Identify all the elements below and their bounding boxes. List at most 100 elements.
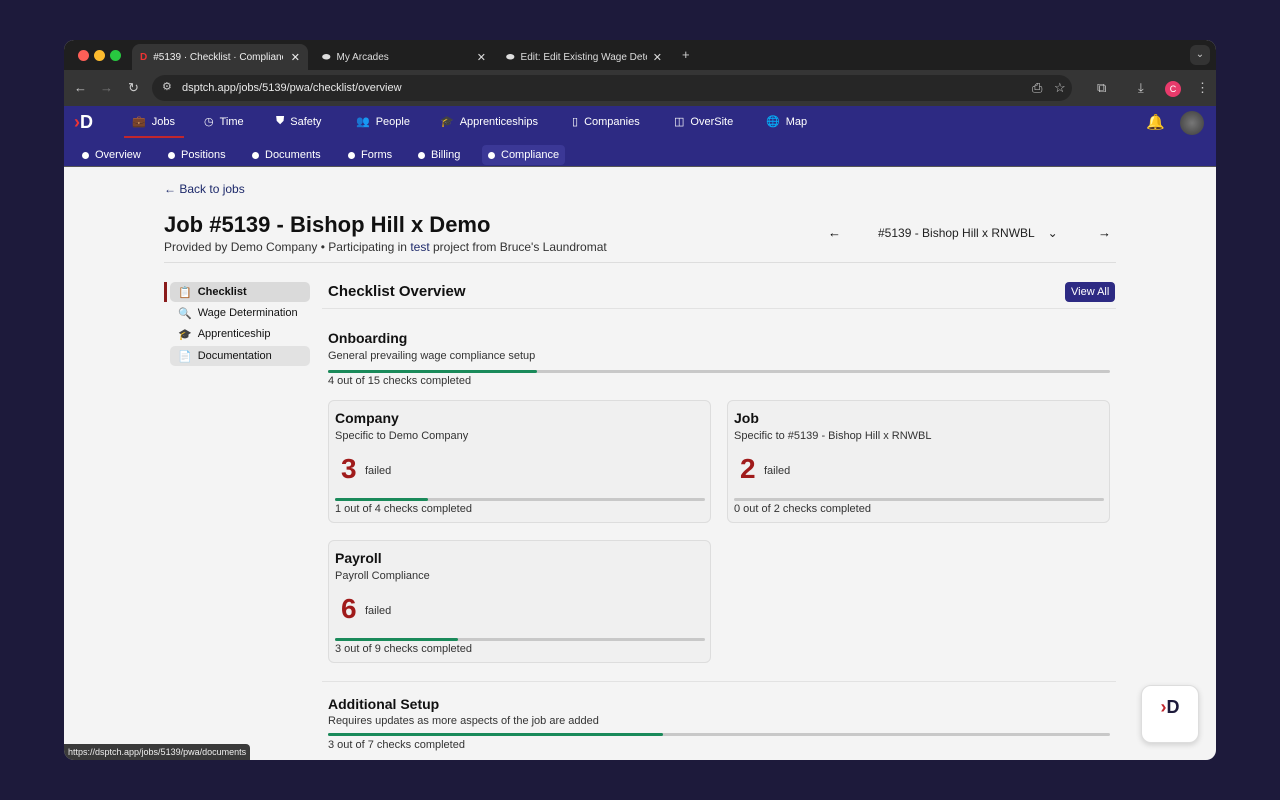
graduation-cap-icon: 🎓 xyxy=(440,116,454,128)
checklist-card-payroll[interactable]: Payroll Payroll Compliance 6 failed 3 out … xyxy=(328,540,711,663)
divider xyxy=(164,262,1116,263)
nav-safety[interactable]: ⛊ Safety xyxy=(276,115,322,128)
site-settings-icon[interactable]: ⚙ xyxy=(162,81,172,93)
failed-count: 6 xyxy=(341,593,357,624)
bookmark-star-icon[interactable]: ☆ xyxy=(1054,80,1066,95)
view-all-button[interactable]: View All xyxy=(1065,282,1116,302)
graduation-cap-icon: 🎓 xyxy=(178,328,192,341)
dsptch-logo-icon: ›D xyxy=(1160,697,1180,717)
tab-favicon-icon: ⬬ xyxy=(322,51,331,63)
progress-fill xyxy=(335,498,428,501)
progress-bar xyxy=(335,498,705,501)
close-window-button[interactable] xyxy=(78,50,89,61)
subnav-documents[interactable]: Documents xyxy=(246,145,327,165)
job-selector[interactable]: #5139 - Bishop Hill x RNWBL ⌄ xyxy=(878,226,1058,240)
bell-icon[interactable]: 🔔 xyxy=(1146,114,1165,131)
checklist-card-company[interactable]: Company Specific to Demo Company 3 failed … xyxy=(328,400,711,523)
browser-menu-icon[interactable]: ⋮ xyxy=(1196,80,1209,95)
page-subtitle: Provided by Demo Company • Participating… xyxy=(164,240,607,254)
url-input[interactable]: ⚙ dsptch.app/jobs/5139/pwa/checklist/over… xyxy=(152,75,1072,101)
forward-arrow-icon[interactable]: → xyxy=(100,80,113,95)
dsptch-favicon-icon: D xyxy=(140,51,148,63)
back-arrow-icon[interactable]: ← xyxy=(74,80,87,95)
progress-bar xyxy=(734,498,1104,501)
onboarding-progress-bar xyxy=(328,370,1110,373)
next-job-arrow-icon[interactable]: → xyxy=(1098,225,1111,240)
tab-search-chevron-icon[interactable]: ⌄ xyxy=(1190,45,1210,65)
progress-bar xyxy=(335,638,705,641)
sub-nav: Overview Positions Documents Forms Billi… xyxy=(64,140,1216,167)
dsptch-chat-launcher[interactable]: ›D xyxy=(1141,685,1199,743)
subnav-billing[interactable]: Billing xyxy=(412,145,466,165)
browser-window: D #5139 · Checklist · Complianc ✕ ⬬ My Arca… xyxy=(64,40,1216,760)
progress-fill xyxy=(335,638,459,641)
tab-favicon-icon: ⬬ xyxy=(506,51,515,63)
checklist-overview-title: Checklist Overview xyxy=(328,283,466,300)
address-bar-row: ← → ↻ ⚙ dsptch.app/jobs/5139/pwa/checklis… xyxy=(64,70,1216,106)
status-bar-url: https://dsptch.app/jobs/5139/pwa/documen… xyxy=(64,744,251,760)
reload-icon[interactable]: ↻ xyxy=(128,80,139,95)
nav-time[interactable]: ◷ Time xyxy=(204,115,244,129)
section-description: General prevailing wage compliance setup xyxy=(328,350,536,362)
profile-avatar[interactable]: C xyxy=(1165,81,1181,97)
download-icon[interactable]: ⤓ xyxy=(1138,80,1144,95)
section-title: Additional Setup xyxy=(328,696,440,712)
close-tab-icon[interactable]: ✕ xyxy=(290,51,300,64)
failed-count: 2 xyxy=(740,453,756,484)
page-title: Job #5139 - Bishop Hill x Demo xyxy=(164,212,491,237)
progress-fill xyxy=(328,370,537,373)
sidebar-item-wage-determination[interactable]: 🔍 Wage Determination xyxy=(178,307,298,320)
section-progress-text: 3 out of 7 checks completed xyxy=(328,739,465,751)
browser-tab[interactable]: ⬬ Edit: Edit Existing Wage Deter ✕ xyxy=(506,51,662,64)
briefcase-icon: 💼 xyxy=(132,116,146,128)
sidebar-item-apprenticeship[interactable]: 🎓 Apprenticeship xyxy=(178,328,271,341)
new-tab-icon[interactable]: + xyxy=(682,47,690,62)
document-icon: 📄 xyxy=(178,350,192,363)
user-avatar[interactable] xyxy=(1180,111,1204,135)
people-icon: 👥 xyxy=(356,116,370,128)
main-nav: ›D 💼 Jobs ◷ Time ⛊ Safety 👥 People 🎓 Apprenti… xyxy=(64,106,1216,140)
browser-tab[interactable]: ⬬ My Arcades ✕ xyxy=(322,51,486,64)
sidebar-item-documentation[interactable]: 📄 Documentation xyxy=(170,346,310,366)
section-progress-text: 4 out of 15 checks completed xyxy=(328,375,472,387)
clipboard-check-icon: 📋 xyxy=(178,286,192,299)
map-book-icon: ◫ xyxy=(674,116,685,128)
nav-jobs[interactable]: 💼 Jobs xyxy=(132,115,175,129)
nav-companies[interactable]: ▯ Companies xyxy=(572,115,640,129)
previous-job-arrow-icon[interactable]: ← xyxy=(828,225,841,240)
section-description: Requires updates as more aspects of the … xyxy=(328,715,599,727)
close-tab-icon[interactable]: ✕ xyxy=(476,51,486,64)
dsptch-logo[interactable]: ›D xyxy=(74,112,93,132)
nav-people[interactable]: 👥 People xyxy=(356,115,410,129)
browser-tab[interactable]: D #5139 · Checklist · Complianc ✕ xyxy=(132,44,308,70)
shield-icon: ⛊ xyxy=(276,115,285,127)
chevron-down-icon: ⌄ xyxy=(1047,226,1058,240)
divider xyxy=(322,308,1116,309)
nav-apprenticeships[interactable]: 🎓 Apprenticeships xyxy=(440,115,538,129)
subnav-positions[interactable]: Positions xyxy=(162,145,232,165)
nav-map[interactable]: 🌐 Map xyxy=(766,115,808,129)
divider xyxy=(322,681,1116,682)
subnav-forms[interactable]: Forms xyxy=(342,145,398,165)
search-icon: 🔍 xyxy=(178,307,192,320)
subnav-overview[interactable]: Overview xyxy=(76,145,147,165)
clock-icon: ◷ xyxy=(204,116,214,128)
project-link[interactable]: test xyxy=(410,240,430,254)
active-nav-underline xyxy=(124,136,184,138)
checklist-card-job[interactable]: Job Specific to #5139 - Bishop Hill x RNW… xyxy=(727,400,1110,523)
building-icon: ▯ xyxy=(572,116,579,128)
minimize-window-button[interactable] xyxy=(94,50,105,61)
progress-fill xyxy=(328,733,664,736)
sidebar-item-checklist[interactable]: 📋 Checklist xyxy=(170,282,310,302)
nav-oversite[interactable]: ◫ OverSite xyxy=(674,115,734,129)
maximize-window-button[interactable] xyxy=(110,50,121,61)
back-to-jobs-link[interactable]: ← Back to jobs xyxy=(164,182,245,196)
section-title: Onboarding xyxy=(328,330,408,346)
close-tab-icon[interactable]: ✕ xyxy=(652,51,662,64)
subnav-compliance[interactable]: Compliance xyxy=(482,145,566,165)
tab-bar: D #5139 · Checklist · Complianc ✕ ⬬ My Arca… xyxy=(64,40,1216,70)
extensions-icon[interactable]: ⧉ xyxy=(1097,80,1107,95)
sidebar-active-indicator xyxy=(164,282,167,302)
install-app-icon[interactable]: ⎙ xyxy=(1032,80,1043,95)
failed-count: 3 xyxy=(341,453,357,484)
